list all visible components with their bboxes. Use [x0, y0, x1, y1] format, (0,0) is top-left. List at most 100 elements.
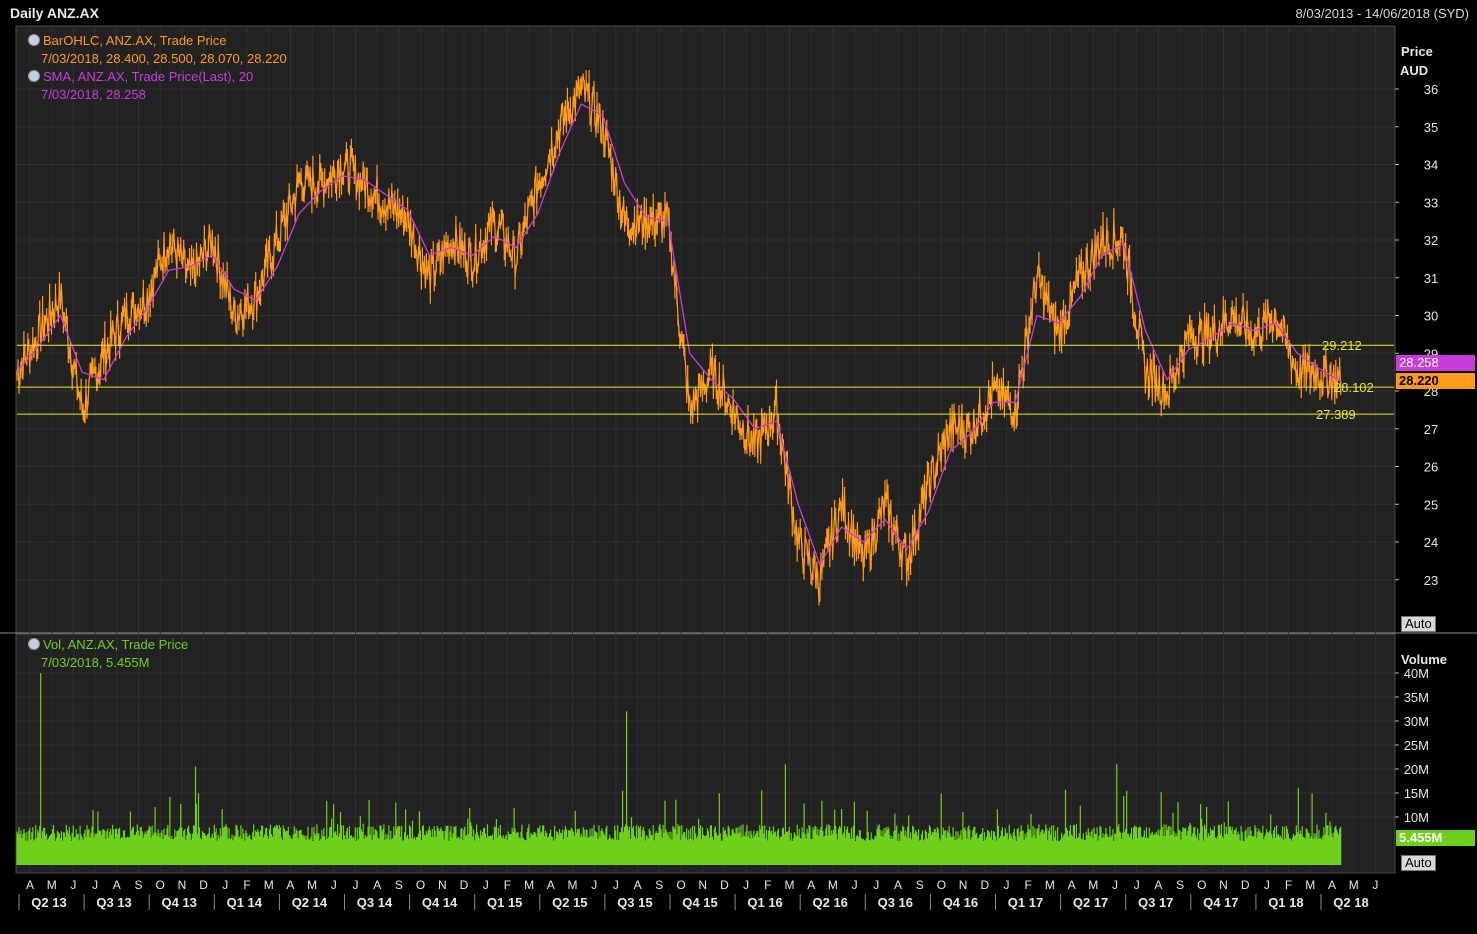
month-label: M [568, 878, 578, 892]
volume-tick-label: 25M [1404, 738, 1429, 753]
month-label: N [178, 878, 187, 892]
month-label: J [1112, 878, 1118, 892]
quarter-label: Q2 18 [1333, 895, 1368, 910]
sma-legend-title: SMA, ANZ.AX, Trade Price(Last), 20 [43, 69, 254, 84]
price-panel-frame [15, 25, 1396, 635]
month-label: J [743, 878, 749, 892]
sma-legend-values: 7/03/2018, 28.258 [41, 87, 146, 102]
volume-bars [16, 673, 1342, 865]
quarter-label: Q1 18 [1268, 895, 1303, 910]
price-line [16, 75, 1342, 599]
volume-tick-label: 35M [1404, 690, 1429, 705]
month-label: A [26, 878, 34, 892]
ohlc-legend-title: BarOHLC, ANZ.AX, Trade Price [43, 33, 227, 48]
month-label: J [852, 878, 858, 892]
month-label: A [547, 878, 555, 892]
month-label: A [634, 878, 642, 892]
legend-toggle-icon[interactable] [28, 638, 40, 650]
month-label: J [1264, 878, 1270, 892]
quarter-label: Q4 15 [682, 895, 717, 910]
quarter-label: Q3 17 [1138, 895, 1173, 910]
quarter-label: Q3 16 [878, 895, 913, 910]
price-tick-label: 27 [1424, 422, 1438, 437]
month-label: N [1219, 878, 1228, 892]
price-tick-label: 23 [1424, 573, 1438, 588]
month-label: F [243, 878, 250, 892]
volume-tick-label: 20M [1404, 762, 1429, 777]
volume-axis-title: Volume [1401, 652, 1447, 667]
sma-line [16, 103, 1342, 567]
price-axis-title: Price [1401, 44, 1433, 59]
price-tick-label: 35 [1424, 120, 1438, 135]
month-label: J [483, 878, 489, 892]
month-label: J [1372, 878, 1378, 892]
price-tick-label: 31 [1424, 271, 1438, 286]
month-label: D [980, 878, 989, 892]
month-label: J [331, 878, 337, 892]
quarter-label: Q1 14 [227, 895, 263, 910]
month-label: J [1134, 878, 1140, 892]
ohlc-legend[interactable]: BarOHLC, ANZ.AX, Trade Price [28, 33, 227, 48]
sma-legend[interactable]: SMA, ANZ.AX, Trade Price(Last), 20 [28, 69, 253, 84]
price-tick-label: 30 [1424, 309, 1438, 324]
reference-line-label: 28.102 [1334, 380, 1374, 395]
month-label: O [156, 878, 165, 892]
price-tick-label: 36 [1424, 82, 1438, 97]
chart-title: Daily ANZ.AX [10, 5, 99, 21]
month-label: D [720, 878, 729, 892]
volume-legend[interactable]: Vol, ANZ.AX, Trade Price [28, 637, 188, 652]
month-label: M [264, 878, 274, 892]
quarter-label: Q4 17 [1203, 895, 1238, 910]
volume-auto-scale-button[interactable]: Auto [1401, 855, 1436, 871]
quarter-label: Q2 13 [31, 895, 66, 910]
month-label: J [353, 878, 359, 892]
quarter-label: Q4 14 [422, 895, 458, 910]
price-tick-label: 32 [1424, 233, 1438, 248]
month-label: N [698, 878, 707, 892]
price-auto-scale-button[interactable]: Auto [1401, 616, 1436, 632]
quarter-label: Q2 16 [812, 895, 847, 910]
month-label: O [676, 878, 685, 892]
price-axis-unit: AUD [1400, 63, 1429, 78]
quarter-label: Q2 15 [552, 895, 587, 910]
month-label: M [524, 878, 534, 892]
quarter-label: Q2 17 [1073, 895, 1108, 910]
month-label: F [1285, 878, 1292, 892]
volume-legend-values: 7/03/2018, 5.455M [41, 655, 150, 670]
month-label: J [222, 878, 228, 892]
month-label: S [395, 878, 403, 892]
ohlc-legend-values: 7/03/2018, 28.400, 28.500, 28.070, 28.22… [41, 51, 287, 66]
month-label: O [416, 878, 425, 892]
month-label: M [1045, 878, 1055, 892]
month-label: M [1305, 878, 1315, 892]
last-volume-tag: 5.455M [1396, 830, 1475, 846]
month-label: D [199, 878, 208, 892]
month-label: A [807, 878, 815, 892]
month-label: A [1154, 878, 1162, 892]
month-label: D [1241, 878, 1250, 892]
month-label: S [1176, 878, 1184, 892]
reference-line-label: 29.212 [1322, 338, 1362, 353]
month-label: A [894, 878, 902, 892]
volume-legend-title: Vol, ANZ.AX, Trade Price [43, 637, 189, 652]
month-label: J [70, 878, 76, 892]
month-label: D [460, 878, 469, 892]
month-label: M [47, 878, 57, 892]
sma-price-tag: 28.258 [1396, 355, 1475, 371]
month-label: O [937, 878, 946, 892]
month-label: O [1197, 878, 1206, 892]
month-label: F [764, 878, 771, 892]
price-tick-label: 33 [1424, 195, 1438, 210]
month-label: A [113, 878, 121, 892]
legend-toggle-icon[interactable] [28, 70, 40, 82]
month-label: J [613, 878, 619, 892]
month-label: A [373, 878, 381, 892]
volume-tick-label: 10M [1404, 810, 1429, 825]
month-label: J [873, 878, 879, 892]
month-label: J [591, 878, 597, 892]
legend-toggle-icon[interactable] [28, 34, 40, 46]
month-label: J [92, 878, 98, 892]
month-label: M [785, 878, 795, 892]
month-label: J [1004, 878, 1010, 892]
